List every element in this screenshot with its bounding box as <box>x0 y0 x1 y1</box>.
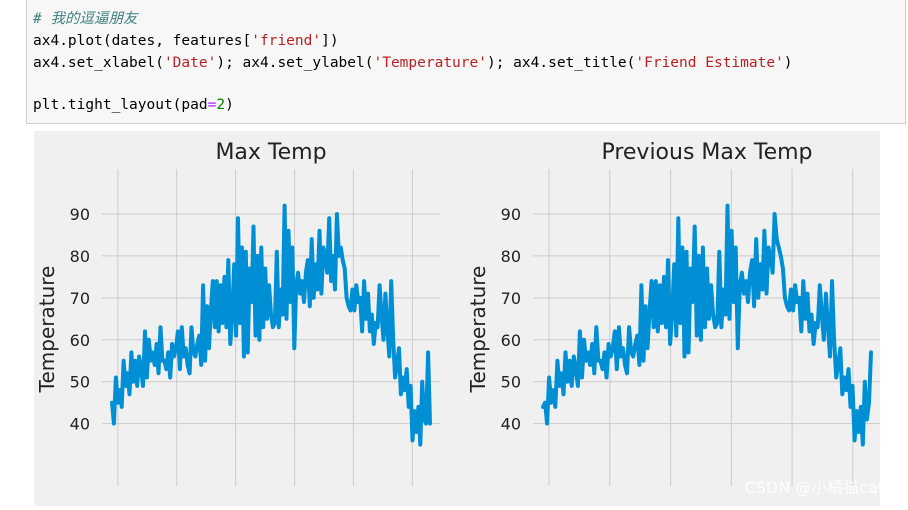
code-token: ); ax4.set_title( <box>487 55 635 71</box>
figure-svg: 40 50 60 70 80 90 Max Temp Temperature 40 50 60 70 8… <box>34 131 880 506</box>
y-tick-label: 40 <box>70 415 90 434</box>
code-string: 'Date' <box>164 55 216 71</box>
series-line <box>543 206 871 445</box>
watermark: CSDN @小橘猫cate <box>745 474 894 498</box>
code-line-layout: plt.tight_layout(pad=2) <box>33 96 234 114</box>
code-number: 2 <box>216 97 225 113</box>
code-line-plot: ax4.plot(dates, features['friend']) <box>33 32 339 50</box>
y-axis-label: Temperature <box>35 266 59 394</box>
y-tick-label: 70 <box>70 289 90 308</box>
chart-title: Previous Max Temp <box>601 140 812 165</box>
series-line <box>112 206 430 445</box>
code-line-labels: ax4.set_xlabel('Date'); ax4.set_ylabel('… <box>33 54 793 72</box>
code-token: ax4.plot(dates, features[ <box>33 33 251 49</box>
y-tick-label: 80 <box>501 247 521 266</box>
code-token: ]) <box>321 33 338 49</box>
y-tick-label: 90 <box>501 205 521 224</box>
y-tick-label: 40 <box>501 415 521 434</box>
code-string: 'Temperature' <box>373 55 487 71</box>
y-tick-label: 70 <box>501 289 521 308</box>
y-tick-label: 60 <box>70 331 90 350</box>
code-token: ax4.set_xlabel( <box>33 55 164 71</box>
y-axis-label: Temperature <box>466 266 490 394</box>
y-tick-label: 90 <box>70 205 90 224</box>
code-comment: # 我的逗逼朋友 <box>33 11 137 27</box>
chart-title: Max Temp <box>215 140 326 165</box>
code-token: ) <box>225 97 234 113</box>
y-tick-label: 60 <box>501 331 521 350</box>
y-tick-label: 80 <box>70 247 90 266</box>
code-string: 'Friend Estimate' <box>635 55 783 71</box>
code-token: ) <box>784 55 793 71</box>
figure-output: 40 50 60 70 80 90 Max Temp Temperature 40 50 60 70 8… <box>34 131 880 506</box>
code-line-comment: # 我的逗逼朋友 <box>33 10 137 28</box>
y-tick-label: 50 <box>70 373 90 392</box>
code-string: 'friend' <box>251 33 321 49</box>
code-cell[interactable]: # 我的逗逼朋友 ax4.plot(dates, features['frien… <box>26 0 906 124</box>
code-token: plt.tight_layout(pad <box>33 97 208 113</box>
code-token: ); ax4.set_ylabel( <box>216 55 373 71</box>
y-tick-label: 50 <box>501 373 521 392</box>
